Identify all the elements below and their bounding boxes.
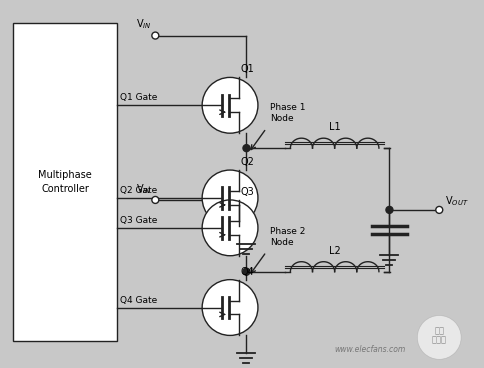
Text: 发烧友: 发烧友: [431, 335, 446, 344]
Text: 电子: 电子: [433, 326, 443, 336]
Circle shape: [202, 170, 257, 226]
Text: V$_{IN}$: V$_{IN}$: [136, 18, 151, 31]
Text: Q4 Gate: Q4 Gate: [120, 296, 157, 305]
Circle shape: [151, 197, 158, 204]
Text: L2: L2: [328, 246, 340, 256]
Text: Phase 1
Node: Phase 1 Node: [270, 103, 305, 123]
Text: www.elecfans.com: www.elecfans.com: [333, 345, 404, 354]
Text: V$_{OUT}$: V$_{OUT}$: [444, 194, 468, 208]
Bar: [13, 22, 117, 342]
Text: Q2: Q2: [240, 157, 253, 167]
Circle shape: [202, 280, 257, 335]
Circle shape: [385, 206, 392, 213]
Text: V$_{IN}$: V$_{IN}$: [136, 182, 151, 196]
Text: Q1 Gate: Q1 Gate: [120, 93, 157, 102]
Text: Phase 2
Node: Phase 2 Node: [270, 227, 305, 247]
Text: Q4: Q4: [240, 267, 253, 277]
Circle shape: [202, 77, 257, 133]
Text: Multiphase
Controller: Multiphase Controller: [38, 170, 92, 194]
Text: Q1: Q1: [240, 64, 253, 74]
Circle shape: [202, 200, 257, 256]
Text: Q2 Gate: Q2 Gate: [120, 186, 157, 195]
Text: Q3 Gate: Q3 Gate: [120, 216, 157, 225]
Text: L1: L1: [328, 122, 340, 132]
Circle shape: [416, 315, 460, 359]
Circle shape: [242, 268, 249, 275]
Text: Q3: Q3: [240, 187, 253, 197]
Circle shape: [151, 32, 158, 39]
Circle shape: [242, 145, 249, 152]
Circle shape: [435, 206, 442, 213]
